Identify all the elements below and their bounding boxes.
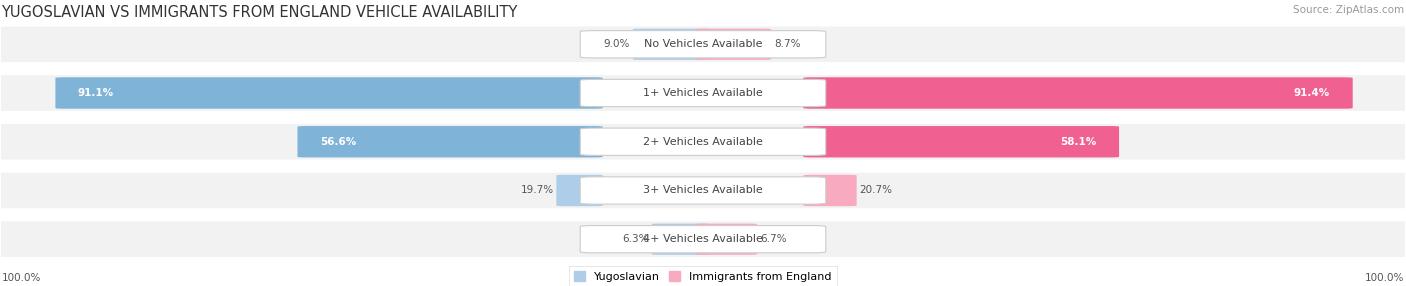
Text: 56.6%: 56.6% (321, 137, 356, 147)
Text: 58.1%: 58.1% (1060, 137, 1097, 147)
Text: 6.3%: 6.3% (621, 234, 648, 244)
FancyBboxPatch shape (0, 27, 1406, 62)
Text: 4+ Vehicles Available: 4+ Vehicles Available (643, 234, 763, 244)
FancyBboxPatch shape (557, 175, 603, 206)
FancyBboxPatch shape (803, 126, 1119, 157)
FancyBboxPatch shape (581, 31, 825, 58)
Text: 8.7%: 8.7% (775, 39, 801, 49)
Text: 91.1%: 91.1% (77, 88, 114, 98)
FancyBboxPatch shape (803, 175, 856, 206)
FancyBboxPatch shape (581, 177, 825, 204)
Text: 2+ Vehicles Available: 2+ Vehicles Available (643, 137, 763, 147)
FancyBboxPatch shape (55, 77, 603, 109)
Text: 19.7%: 19.7% (522, 185, 554, 195)
Text: 6.7%: 6.7% (761, 234, 787, 244)
FancyBboxPatch shape (696, 224, 756, 255)
Text: 3+ Vehicles Available: 3+ Vehicles Available (643, 185, 763, 195)
FancyBboxPatch shape (0, 75, 1406, 111)
Text: 100.0%: 100.0% (1365, 273, 1405, 283)
FancyBboxPatch shape (803, 77, 1353, 109)
FancyBboxPatch shape (652, 224, 710, 255)
Text: 100.0%: 100.0% (1, 273, 41, 283)
Text: Source: ZipAtlas.com: Source: ZipAtlas.com (1294, 5, 1405, 15)
FancyBboxPatch shape (0, 124, 1406, 160)
Text: 20.7%: 20.7% (859, 185, 891, 195)
FancyBboxPatch shape (581, 79, 825, 107)
FancyBboxPatch shape (696, 29, 770, 60)
FancyBboxPatch shape (633, 29, 710, 60)
FancyBboxPatch shape (581, 226, 825, 253)
FancyBboxPatch shape (0, 173, 1406, 208)
FancyBboxPatch shape (0, 221, 1406, 257)
Legend: Yugoslavian, Immigrants from England: Yugoslavian, Immigrants from England (569, 266, 837, 286)
Text: 1+ Vehicles Available: 1+ Vehicles Available (643, 88, 763, 98)
Text: 9.0%: 9.0% (603, 39, 630, 49)
FancyBboxPatch shape (581, 128, 825, 155)
Text: YUGOSLAVIAN VS IMMIGRANTS FROM ENGLAND VEHICLE AVAILABILITY: YUGOSLAVIAN VS IMMIGRANTS FROM ENGLAND V… (1, 5, 517, 20)
Text: 91.4%: 91.4% (1294, 88, 1330, 98)
FancyBboxPatch shape (298, 126, 603, 157)
Text: No Vehicles Available: No Vehicles Available (644, 39, 762, 49)
